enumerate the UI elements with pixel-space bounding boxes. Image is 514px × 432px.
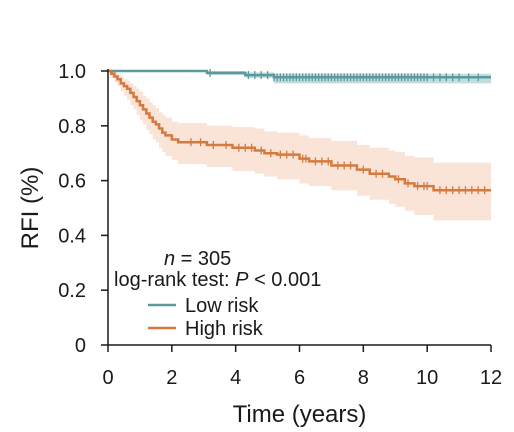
y-tick-label: 0 — [75, 335, 86, 357]
confidence-bands — [108, 71, 491, 221]
n-value: = 305 — [175, 248, 231, 270]
n-symbol: n — [164, 248, 175, 270]
legend-label-low-risk: Low risk — [185, 295, 259, 317]
legend: Low risk High risk — [148, 295, 264, 340]
x-ticks: 0 2 4 6 8 10 12 — [102, 345, 502, 389]
test-name: log-rank test: — [114, 269, 235, 291]
y-tick-label: 0.2 — [58, 280, 86, 302]
logrank-annotation: log-rank test: P < 0.001 — [114, 269, 321, 291]
x-tick-label: 8 — [358, 367, 369, 389]
p-symbol: P — [235, 269, 249, 291]
x-tick-label: 2 — [166, 367, 177, 389]
x-tick-label: 6 — [294, 367, 305, 389]
legend-label-high-risk: High risk — [185, 318, 264, 340]
y-tick-label: 0.8 — [58, 116, 86, 138]
survival-curve-high-risk — [108, 69, 491, 192]
y-ticks: 0 0.2 0.4 0.6 0.8 1.0 — [58, 61, 108, 357]
y-axis-title: RFI (%) — [17, 167, 44, 250]
x-tick-label: 0 — [102, 367, 113, 389]
y-tick-label: 1.0 — [58, 61, 86, 83]
x-axis-title: Time (years) — [233, 401, 367, 428]
axes: 0 0.2 0.4 0.6 0.8 1.0 0 2 4 6 8 10 12 — [58, 61, 502, 389]
x-tick-label: 10 — [416, 367, 438, 389]
y-tick-label: 0.6 — [58, 171, 86, 193]
y-tick-label: 0.4 — [58, 225, 86, 247]
x-tick-label: 12 — [480, 367, 502, 389]
confidence-band-high-risk — [108, 71, 491, 221]
censor-marks — [190, 68, 486, 195]
x-tick-label: 4 — [230, 367, 241, 389]
sample-size-annotation: n = 305 — [164, 248, 231, 270]
p-value: < 0.001 — [249, 269, 322, 291]
